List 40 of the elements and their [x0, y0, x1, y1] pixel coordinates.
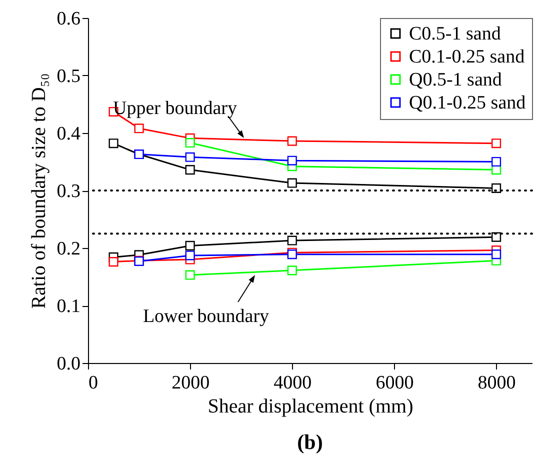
y-tick-label: 0.3	[56, 181, 80, 202]
point	[491, 232, 502, 242]
point	[287, 178, 297, 188]
legend-label: Q0.1-0.25 sand	[409, 92, 526, 114]
annotation: Upper boundary	[113, 98, 238, 119]
text: (b)	[297, 430, 323, 454]
point	[185, 250, 195, 260]
point	[185, 138, 195, 148]
y-tick-label: 0.2	[56, 238, 80, 260]
y-tick-label: 0.0	[56, 354, 80, 374]
point	[491, 183, 502, 193]
point	[185, 165, 195, 175]
point	[185, 152, 195, 162]
point	[108, 257, 118, 267]
point	[287, 136, 297, 146]
y-tick-label: 0.1	[56, 296, 80, 317]
point	[491, 250, 502, 260]
x-tick-label: 6000	[376, 372, 414, 394]
legend-label: C0.5-1 sand	[409, 24, 502, 44]
x-tick-label: 0	[88, 372, 98, 394]
point	[491, 156, 502, 167]
y-tick-label: 0.6	[56, 8, 80, 30]
x-tick-label: 2000	[172, 372, 210, 394]
y-tick-label: 0.4	[56, 124, 81, 144]
x-axis-title: Shear displacement (mm)	[208, 396, 414, 418]
point	[185, 270, 195, 280]
legend-label: C0.1-0.25 sand	[409, 46, 526, 68]
y-tick-label: 0.5	[56, 66, 80, 87]
point	[287, 236, 297, 246]
legend-label: Q0.5-1 sand	[409, 70, 502, 90]
point	[287, 156, 297, 166]
point	[287, 266, 297, 276]
x-tick-label: 4000	[274, 372, 312, 394]
point	[108, 138, 118, 148]
point	[134, 124, 144, 134]
annotation: Lower boundary	[142, 306, 270, 327]
point	[491, 138, 502, 148]
x-tick-label: 8000	[478, 372, 516, 394]
y-axis-title: Ratio of boundary size to D₅₀	[28, 73, 50, 309]
point	[185, 240, 195, 250]
